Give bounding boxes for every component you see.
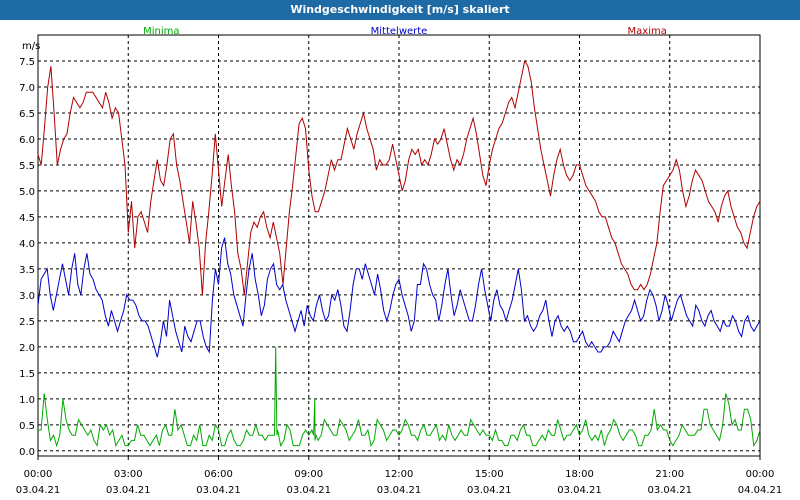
chart-title: Windgeschwindigkeit [m/s] skaliert bbox=[0, 0, 800, 20]
y-tick-label: 5.5 bbox=[19, 161, 35, 172]
x-tick-time: 15:00 bbox=[475, 469, 504, 480]
x-tick-date: 03.04.21 bbox=[467, 485, 512, 496]
y-tick-label: 7.5 bbox=[19, 57, 35, 68]
x-tick-time: 21:00 bbox=[655, 469, 684, 480]
y-tick-label: 2.0 bbox=[19, 343, 35, 354]
x-tick-time: 00:00 bbox=[24, 469, 53, 480]
y-tick-label: 7.0 bbox=[19, 83, 35, 94]
grid-layer bbox=[37, 35, 761, 460]
x-tick-date: 03.04.21 bbox=[377, 485, 422, 496]
x-tick-date: 03.04.21 bbox=[16, 485, 61, 496]
y-tick-label: 6.5 bbox=[19, 109, 35, 120]
series-layer bbox=[37, 59, 761, 448]
x-tick-time: 12:00 bbox=[385, 469, 414, 480]
y-tick-label: 2.5 bbox=[19, 317, 35, 328]
y-tick-label: 3.5 bbox=[19, 265, 35, 276]
x-tick-date: 03.04.21 bbox=[647, 485, 692, 496]
x-tick-date: 03.04.21 bbox=[557, 485, 602, 496]
legend-minima: Minima bbox=[143, 26, 179, 37]
series-line-mittelwerte bbox=[37, 237, 761, 358]
x-tick-date: 04.04.21 bbox=[738, 485, 783, 496]
y-tick-label: 4.5 bbox=[19, 213, 35, 224]
chart-plot: m/s 0.0 0.5 1.0 1.5 2.0 2.5 3.0 3.5 4.0 4.5 5.0 5.5… bbox=[16, 26, 783, 496]
legend: Minima Mittelwerte Maxima bbox=[143, 26, 667, 37]
legend-mittelwerte: Mittelwerte bbox=[371, 26, 428, 37]
y-tick-label: 6.0 bbox=[19, 135, 35, 146]
x-tick-time: 03:00 bbox=[114, 469, 143, 480]
x-tick-time: 09:00 bbox=[294, 469, 323, 480]
y-tick-label: 4.0 bbox=[19, 239, 35, 250]
x-tick-date: 03.04.21 bbox=[106, 485, 151, 496]
x-tick-date: 03.04.21 bbox=[286, 485, 331, 496]
y-axis-title: m/s bbox=[22, 41, 40, 52]
y-tick-label: 3.0 bbox=[19, 291, 35, 302]
y-tick-label: 1.0 bbox=[19, 395, 35, 406]
series-line-maxima bbox=[37, 59, 761, 295]
x-tick-time: 00:00 bbox=[746, 469, 775, 480]
y-tick-label: 5.0 bbox=[19, 187, 35, 198]
y-tick-label: 0.5 bbox=[19, 421, 35, 432]
series-line-minima bbox=[38, 346, 761, 448]
y-tick-label: 1.5 bbox=[19, 369, 35, 380]
legend-maxima: Maxima bbox=[628, 26, 667, 37]
x-tick-time: 06:00 bbox=[204, 469, 233, 480]
y-tick-label: 0.0 bbox=[19, 447, 35, 458]
axis-labels: 0.0 0.5 1.0 1.5 2.0 2.5 3.0 3.5 4.0 4.5 5.0 5.5 6.0 6… bbox=[16, 57, 783, 496]
x-tick-time: 18:00 bbox=[565, 469, 594, 480]
x-tick-date: 03.04.21 bbox=[196, 485, 241, 496]
